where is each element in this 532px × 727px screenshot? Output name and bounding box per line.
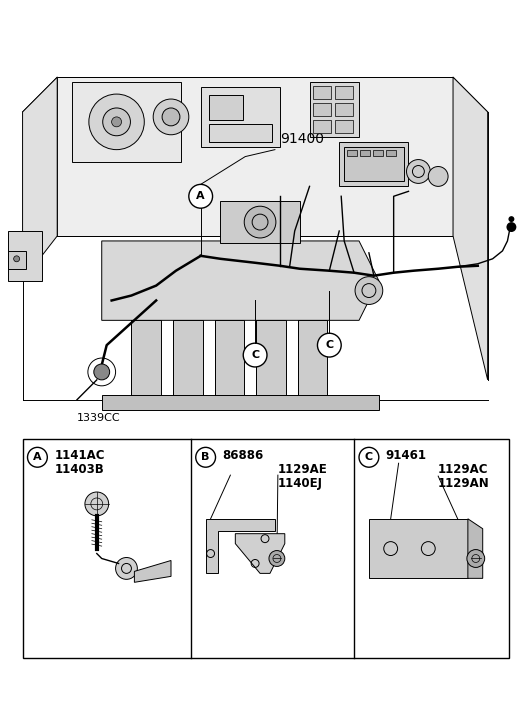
Polygon shape [173, 321, 203, 395]
Bar [201, 87, 280, 147]
Circle shape [269, 550, 285, 566]
Bar [313, 86, 331, 99]
Circle shape [103, 108, 130, 136]
Bar [360, 150, 370, 156]
Polygon shape [298, 321, 327, 395]
Polygon shape [131, 321, 161, 395]
Bar [335, 103, 353, 116]
Circle shape [162, 108, 180, 126]
Circle shape [196, 447, 215, 467]
Circle shape [115, 558, 137, 579]
Bar [209, 124, 272, 142]
Circle shape [318, 333, 341, 357]
Text: 11403B: 11403B [54, 462, 104, 475]
Bar [220, 201, 300, 243]
Circle shape [467, 550, 485, 568]
Text: A: A [33, 452, 41, 462]
Circle shape [506, 222, 517, 232]
Bar [313, 120, 331, 133]
Circle shape [428, 166, 448, 186]
Text: 91400: 91400 [280, 132, 324, 145]
Bar [8, 251, 26, 269]
Bar [339, 142, 409, 186]
Text: 1141AC: 1141AC [54, 449, 105, 462]
Bar [373, 150, 383, 156]
Bar [386, 150, 396, 156]
Circle shape [85, 492, 109, 516]
Circle shape [243, 343, 267, 367]
Text: 86886: 86886 [222, 449, 264, 462]
Text: 1140EJ: 1140EJ [278, 477, 323, 489]
Circle shape [112, 117, 121, 126]
Circle shape [355, 277, 383, 305]
Bar [369, 519, 468, 579]
Bar [102, 395, 379, 409]
Text: 91461: 91461 [386, 449, 427, 462]
Bar [22, 439, 510, 658]
Bar [209, 95, 243, 120]
Text: 1129AN: 1129AN [438, 477, 490, 489]
Bar [8, 231, 43, 281]
Text: B: B [202, 452, 210, 462]
Circle shape [89, 94, 144, 150]
Bar [344, 147, 404, 182]
Polygon shape [102, 241, 379, 321]
Polygon shape [256, 321, 286, 395]
Circle shape [189, 185, 213, 208]
Polygon shape [135, 561, 171, 582]
Polygon shape [468, 519, 483, 579]
Text: C: C [325, 340, 334, 350]
Circle shape [359, 447, 379, 467]
Bar [313, 103, 331, 116]
Bar [335, 86, 353, 99]
Bar [347, 150, 357, 156]
Text: 1129AC: 1129AC [438, 462, 489, 475]
Bar [335, 120, 353, 133]
Polygon shape [22, 77, 57, 281]
Polygon shape [214, 321, 244, 395]
Circle shape [509, 216, 514, 222]
Text: A: A [196, 191, 205, 201]
Circle shape [94, 364, 110, 380]
Text: 1339CC: 1339CC [77, 413, 121, 422]
Text: C: C [251, 350, 259, 360]
Text: 1129AE: 1129AE [278, 462, 328, 475]
Circle shape [153, 99, 189, 134]
Circle shape [244, 206, 276, 238]
Bar [310, 82, 359, 137]
Polygon shape [206, 519, 275, 574]
Polygon shape [72, 82, 181, 161]
Bar [57, 77, 453, 236]
Polygon shape [453, 77, 488, 380]
Circle shape [406, 159, 430, 183]
Circle shape [14, 256, 20, 262]
Circle shape [28, 447, 47, 467]
Text: C: C [365, 452, 373, 462]
Polygon shape [235, 534, 285, 574]
